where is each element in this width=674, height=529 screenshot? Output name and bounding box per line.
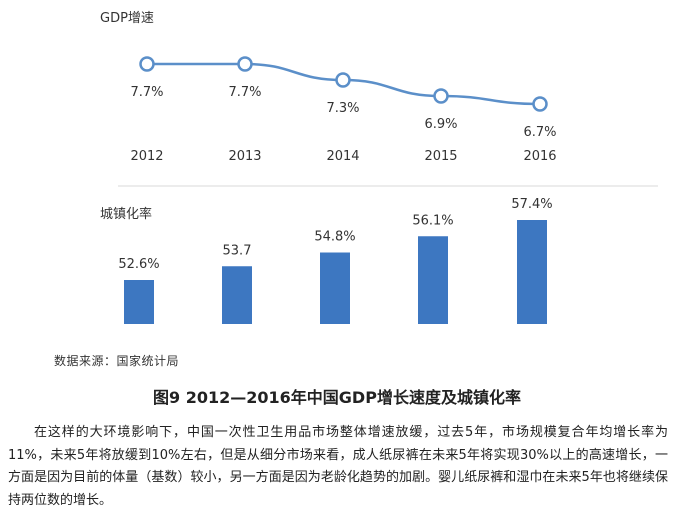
figure-caption: 图9 2012—2016年中国GDP增长速度及城镇化率 [153, 388, 521, 407]
body-paragraph: 在这样的大环境影响下，中国一次性卫生用品市场整体增速放缓，过去5年，市场规模复合… [8, 425, 668, 508]
gdp-value-label: 6.9% [424, 117, 457, 132]
gdp-value-label: 7.7% [130, 85, 163, 100]
gdp-chart-title: GDP增速 [100, 11, 154, 26]
gdp-point [532, 96, 548, 112]
urbanization-value-label: 56.1% [412, 213, 453, 228]
urbanization-bar [222, 266, 252, 324]
gdp-value-label: 7.3% [326, 101, 359, 116]
gdp-point [237, 56, 253, 72]
charts-area: GDP增速 7.7% 2012 7.7% 2013 7.3% 2014 6.9% 2015 6.… [100, 11, 658, 324]
gdp-year-label: 2016 [523, 149, 556, 164]
gdp-year-label: 2015 [424, 149, 457, 164]
urbanization-bar-chart: 52.6% 53.7 54.8% 56.1% 57.4% [118, 197, 553, 324]
gdp-year-label: 2012 [130, 149, 163, 164]
gdp-year-label: 2014 [326, 149, 359, 164]
urbanization-value-label: 54.8% [314, 230, 355, 245]
urbanization-bar [124, 280, 154, 324]
gdp-value-label: 7.7% [228, 85, 261, 100]
urbanization-bar [320, 252, 350, 324]
urbanization-chart-title: 城镇化率 [100, 206, 152, 222]
urbanization-bar [517, 220, 547, 324]
gdp-line-chart: 7.7% 2012 7.7% 2013 7.3% 2014 6.9% 2015 6.7% 2016 [130, 56, 557, 164]
gdp-year-label: 2013 [228, 149, 261, 164]
source-note: 数据来源：国家统计局 [54, 354, 180, 368]
urbanization-value-label: 57.4% [511, 197, 552, 212]
urbanization-value-label: 52.6% [118, 257, 159, 272]
gdp-point [335, 72, 351, 88]
gdp-point [433, 88, 449, 104]
urbanization-value-label: 53.7 [223, 243, 252, 258]
gdp-point [139, 56, 155, 72]
gdp-value-label: 6.7% [523, 125, 556, 140]
urbanization-bar [418, 236, 448, 324]
